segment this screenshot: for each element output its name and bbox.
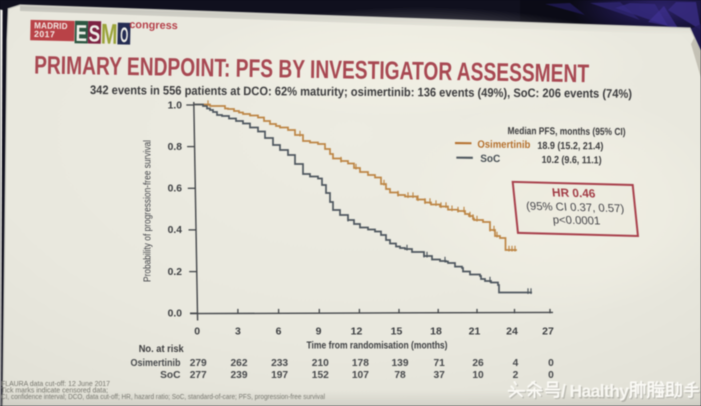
svg-text:4: 4 xyxy=(513,358,519,369)
svg-text:342 events in 556 patients at: 342 events in 556 patients at DCO: 62% m… xyxy=(90,83,632,101)
svg-text:21: 21 xyxy=(469,326,481,338)
svg-text:(95% CI 0.37, 0.57): (95% CI 0.37, 0.57) xyxy=(526,201,625,215)
svg-text:0.6: 0.6 xyxy=(168,184,183,195)
svg-text:210: 210 xyxy=(312,358,329,369)
svg-text:27: 27 xyxy=(542,326,554,338)
svg-text:233: 233 xyxy=(271,358,288,369)
svg-text:No. at risk: No. at risk xyxy=(139,344,184,355)
svg-text:12: 12 xyxy=(351,326,363,338)
svg-text:15: 15 xyxy=(391,326,403,338)
svg-text:p<0.0001: p<0.0001 xyxy=(552,214,601,227)
svg-text:139: 139 xyxy=(392,358,409,369)
svg-text:24: 24 xyxy=(506,326,518,338)
svg-text:MADRID: MADRID xyxy=(34,20,68,31)
svg-text:Osimertinib: Osimertinib xyxy=(131,358,181,369)
svg-text:O: O xyxy=(120,24,128,47)
svg-text:262: 262 xyxy=(231,358,248,369)
svg-text:9: 9 xyxy=(316,326,322,338)
svg-text:107: 107 xyxy=(352,370,369,381)
svg-text:S: S xyxy=(88,20,100,46)
svg-text:0: 0 xyxy=(548,370,554,381)
svg-text:SoC: SoC xyxy=(160,370,181,381)
svg-text:Median PFS, months (95% CI): Median PFS, months (95% CI) xyxy=(508,126,626,138)
svg-text:SoC: SoC xyxy=(480,153,501,165)
svg-text:2017: 2017 xyxy=(34,29,55,39)
svg-text:6: 6 xyxy=(276,326,282,338)
svg-text:Time from randomisation (month: Time from randomisation (months) xyxy=(307,341,448,352)
svg-text:Osimertinib: Osimertinib xyxy=(477,139,530,151)
svg-text:18.9 (15.2, 21.4): 18.9 (15.2, 21.4) xyxy=(537,141,603,153)
svg-text:239: 239 xyxy=(231,370,248,381)
svg-text:/ Haalthy: / Haalthy xyxy=(562,382,630,402)
svg-text:FLAURA data cut-off: 12 June 2: FLAURA data cut-off: 12 June 2017 xyxy=(1,379,110,388)
svg-text:0.4: 0.4 xyxy=(168,225,183,236)
svg-text:152: 152 xyxy=(312,370,329,381)
svg-text:0.8: 0.8 xyxy=(168,142,183,153)
svg-text:0.2: 0.2 xyxy=(168,267,183,278)
svg-text:congress: congress xyxy=(129,19,178,32)
svg-text:37: 37 xyxy=(434,370,446,381)
svg-text:178: 178 xyxy=(352,358,369,369)
svg-text:3: 3 xyxy=(235,326,241,338)
svg-text:Probability of progression-fre: Probability of progression-free survival xyxy=(143,140,154,282)
svg-text:279: 279 xyxy=(190,358,207,369)
svg-text:71: 71 xyxy=(434,358,446,369)
svg-text:2: 2 xyxy=(513,370,519,381)
svg-text:0: 0 xyxy=(548,358,554,369)
svg-text:1.0: 1.0 xyxy=(168,100,183,111)
svg-text:M: M xyxy=(101,18,118,50)
svg-text:0: 0 xyxy=(194,326,200,338)
svg-text:26: 26 xyxy=(472,358,484,369)
svg-text:18: 18 xyxy=(430,326,442,338)
svg-text:277: 277 xyxy=(190,370,207,381)
svg-text:HR 0.46: HR 0.46 xyxy=(551,185,596,200)
svg-text:/ Haalthy: / Haalthy xyxy=(561,381,629,401)
svg-text:10: 10 xyxy=(472,370,484,381)
svg-text:E: E xyxy=(75,20,87,46)
svg-text:0.0: 0.0 xyxy=(168,309,183,320)
svg-text:197: 197 xyxy=(271,370,288,381)
svg-text:78: 78 xyxy=(394,370,406,381)
svg-text:10.2 (9.6, 11.1): 10.2 (9.6, 11.1) xyxy=(542,155,602,167)
